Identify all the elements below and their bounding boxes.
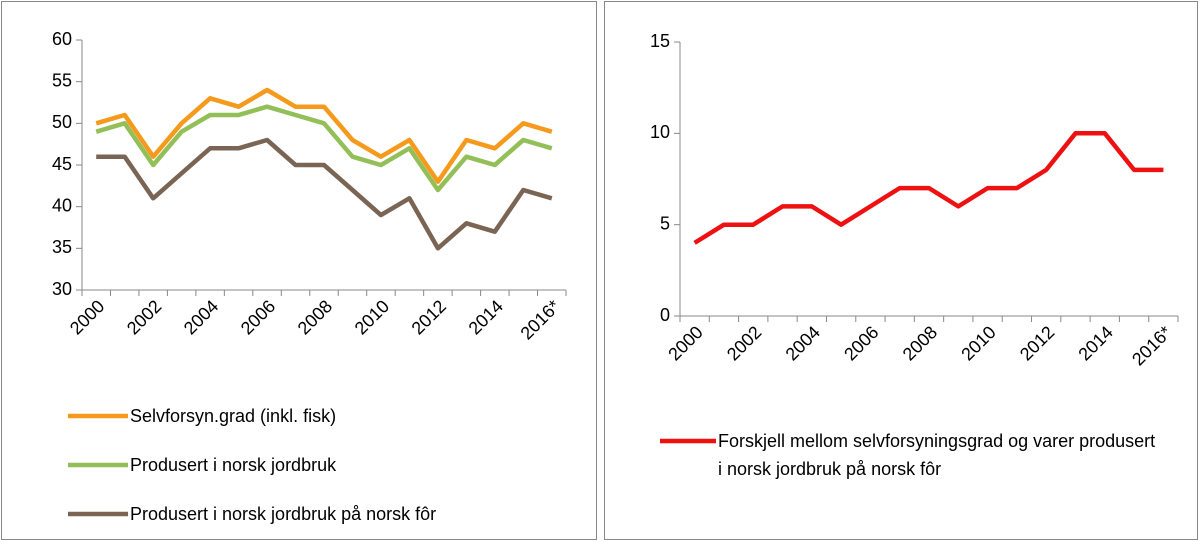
x-tick-label: 2008: [899, 322, 941, 364]
x-tick-label: 2000: [664, 322, 706, 364]
x-tick-label: 2012: [1016, 322, 1058, 364]
y-tick-label: 5: [660, 213, 670, 233]
series-line: [95, 87, 553, 184]
x-tick-label: 2016*: [517, 296, 564, 343]
legend-label: Forskjell mellom selvforsyningsgrad og v…: [718, 431, 1156, 479]
x-tick-label: 2014: [1074, 322, 1116, 364]
x-tick-label: 2012: [408, 296, 450, 338]
legend-label: Selvforsyn.grad (inkl. fisk): [130, 406, 337, 426]
x-tick-label: 2010: [351, 296, 393, 338]
y-tick-label: 30: [52, 279, 72, 299]
series-line: [693, 131, 1164, 245]
x-tick-label: 2000: [66, 296, 108, 338]
x-tick-label: 2006: [840, 322, 882, 364]
x-tick-label: 2014: [465, 296, 507, 338]
panel-border: [1, 1, 597, 540]
y-tick-label: 15: [650, 31, 670, 51]
y-tick-label: 45: [52, 154, 72, 174]
x-tick-label: 2002: [723, 322, 765, 364]
x-tick-label: 2006: [237, 296, 279, 338]
panel-border: [604, 1, 1198, 540]
y-tick-label: 35: [52, 237, 72, 257]
x-tick-label: 2008: [294, 296, 336, 338]
legend-label: Produsert i norsk jordbruk på norsk fôr: [130, 504, 437, 524]
series-line: [95, 104, 553, 193]
y-tick-label: 40: [52, 195, 72, 215]
x-tick-label: 2016*: [1128, 322, 1175, 369]
series-line: [96, 137, 553, 251]
y-tick-label: 60: [52, 29, 72, 49]
x-tick-label: 2004: [782, 322, 824, 364]
y-tick-label: 50: [52, 112, 72, 132]
y-tick-label: 55: [52, 70, 72, 90]
x-tick-label: 2002: [123, 296, 165, 338]
x-tick-label: 2004: [180, 296, 222, 338]
x-tick-label: 2010: [957, 322, 999, 364]
legend-label: Produsert i norsk jordbruk: [130, 455, 337, 475]
y-tick-label: 0: [660, 305, 670, 325]
y-tick-label: 10: [650, 122, 670, 142]
